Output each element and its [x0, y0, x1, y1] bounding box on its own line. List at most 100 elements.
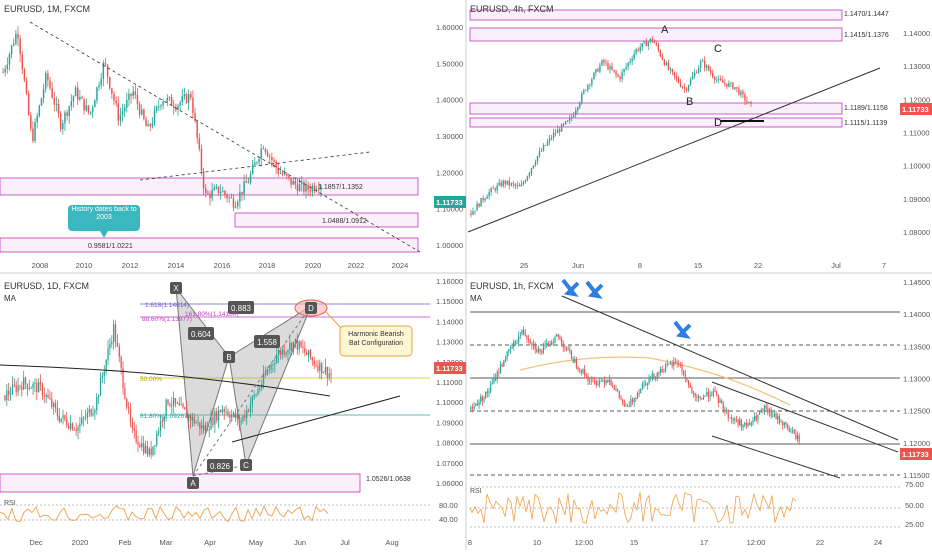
monthly-price-axis[interactable]: 1.60000 1.50000 1.40000 1.30000 1.20000 1.100…: [436, 23, 463, 250]
h4-candle: [550, 137, 553, 139]
h4-candle: [653, 40, 656, 44]
hourly-candle: [473, 405, 475, 409]
hourly-candle: [763, 405, 766, 411]
h4-candle: [611, 66, 613, 70]
hourly-candle: [483, 397, 485, 401]
hourly-candle: [722, 403, 724, 411]
h4-candle: [532, 165, 535, 169]
monthly-candle: [279, 173, 282, 174]
monthly-candle: [217, 186, 220, 194]
daily-time-axis[interactable]: Dec 2020 Feb Mar Apr May Jun Jul Aug: [29, 538, 398, 547]
h4-candle: [558, 129, 561, 132]
monthly-candle: [168, 97, 171, 98]
monthly-candle: [138, 104, 141, 115]
daily-candle: [191, 416, 194, 421]
daily-candle: [291, 342, 293, 351]
h4-candle: [516, 185, 519, 187]
hourly-candle: [755, 416, 757, 420]
monthly-time-axis[interactable]: 2008 2010 2012 2014 2016 2018 2020 2022 2024: [32, 261, 409, 270]
h4-time-axis[interactable]: 25 Jun 8 15 22 Jul 7: [520, 261, 886, 270]
hourly-price-axis[interactable]: 1.14500 1.14000 1.13500 1.13000 1.12500 1.120…: [903, 278, 930, 480]
h4-candle: [520, 184, 523, 187]
daily-ratio-box: [228, 301, 254, 314]
h4-candle: [522, 182, 525, 185]
daily-price-axis[interactable]: 1.160001.150001.140001.130001.120001.110…: [436, 277, 463, 488]
daily-candle: [311, 357, 313, 361]
hourly-candle: [542, 346, 545, 353]
hourly-candle: [697, 396, 700, 398]
monthly-rising-trendline: [139, 151, 371, 181]
monthly-candle: [262, 148, 265, 150]
daily-candle: [315, 364, 317, 366]
daily-candle: [142, 443, 145, 453]
hourly-candle: [796, 435, 799, 439]
h4-point-d: D: [714, 117, 722, 129]
monthly-time-tick: 2016: [214, 261, 231, 270]
hourly-candle: [623, 401, 625, 407]
h4-time-tick: Jun: [572, 261, 584, 270]
h4-candle: [649, 38, 651, 42]
hourly-candle: [557, 334, 559, 337]
monthly-candle: [249, 173, 252, 183]
daily-panel[interactable]: X A B C D 0.883 0.604 1.558 0.826 EURUSD, 1D, FX…: [0, 277, 466, 547]
monthly-candle: [258, 159, 260, 163]
hourly-candle: [754, 416, 756, 421]
hourly-candle: [699, 396, 701, 399]
hourly-candle: [608, 379, 611, 382]
h4-candle: [544, 145, 547, 147]
monthly-zone-label-1: 1.1857/1.1352: [318, 184, 363, 191]
hourly-candle: [706, 392, 708, 396]
monthly-candle: [96, 87, 98, 101]
monthly-zone-1: [0, 177, 419, 196]
hourly-candle: [721, 399, 723, 404]
monthly-candle: [294, 181, 297, 185]
h4-candle: [675, 75, 678, 79]
daily-candle: [23, 377, 25, 390]
monthly-panel[interactable]: EURUSD, 1M, FXCM History dates back to 2…: [0, 4, 466, 270]
fib-label-618: 61.80%(1.09267): [140, 413, 190, 420]
h4-candle: [566, 120, 569, 122]
monthly-candle: [290, 177, 292, 185]
h4-current-price: 1.11733: [902, 105, 929, 114]
h4-price-axis[interactable]: 1.14000 1.13000 1.12000 1.11000 1.10000 1.090…: [903, 29, 930, 237]
h4-candle: [597, 69, 599, 72]
h4-candle: [687, 85, 690, 91]
daily-candle: [107, 348, 109, 360]
monthly-price-tick: 1.60000: [436, 23, 463, 32]
hourly-price-tick: 1.14500: [903, 278, 930, 287]
hourly-candle: [498, 371, 500, 373]
h4-price-tick: 1.08000: [903, 228, 930, 237]
hourly-panel[interactable]: EURUSD, 1h, FXCM MA RSI 1.145001.140001.…: [468, 278, 932, 547]
monthly-candle: [100, 78, 102, 86]
h4-panel[interactable]: EURUSD, 4h, FXCM 1.1470/1.1447 1.1415/1.…: [467, 4, 932, 270]
daily-candle: [255, 394, 257, 396]
daily-candle: [246, 410, 248, 419]
daily-ratio-box: [254, 335, 280, 348]
hourly-rsi-label: RSI: [470, 488, 482, 495]
daily-candle: [101, 375, 104, 379]
daily-candle: [64, 415, 66, 420]
monthly-current-price-tag: [434, 196, 466, 208]
hourly-candle: [790, 430, 792, 432]
h4-candle: [486, 196, 488, 199]
monthly-candle: [181, 96, 184, 103]
h4-candle: [732, 82, 734, 89]
h4-time-tick: 25: [520, 261, 528, 270]
h4-candle: [518, 185, 521, 187]
monthly-candle: [10, 45, 13, 55]
monthly-candle: [87, 105, 90, 113]
monthly-candle: [179, 102, 181, 106]
hourly-candle: [471, 407, 474, 409]
h4-candle: [581, 93, 583, 103]
monthly-price-tick: 1.00000: [436, 241, 463, 250]
h4-candle: [748, 101, 750, 103]
monthly-candle: [254, 162, 256, 165]
h4-zone-label-1: 1.1470/1.1447: [844, 11, 889, 18]
hourly-candle: [658, 372, 660, 374]
h4-candle: [643, 41, 645, 44]
hourly-candle: [696, 396, 698, 398]
monthly-candle: [151, 122, 154, 127]
hourly-time-axis[interactable]: 8 10 12:00 15 17 12:00 22 24: [468, 538, 882, 547]
hourly-candle: [564, 347, 566, 349]
hourly-candle: [580, 369, 582, 374]
